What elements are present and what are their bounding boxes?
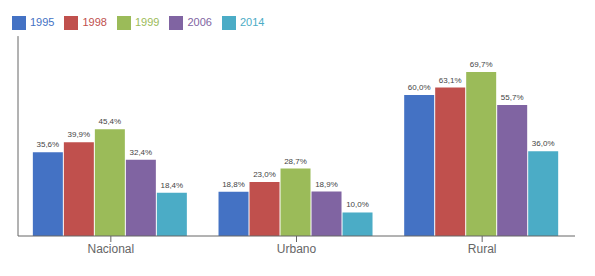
svg-text:45,4%: 45,4%: [99, 117, 122, 126]
svg-text:35,6%: 35,6%: [37, 140, 60, 149]
svg-text:18,4%: 18,4%: [161, 181, 184, 190]
svg-text:28,7%: 28,7%: [284, 157, 307, 166]
svg-text:23,0%: 23,0%: [253, 170, 276, 179]
svg-text:Nacional: Nacional: [87, 242, 134, 256]
svg-text:32,4%: 32,4%: [130, 148, 153, 157]
svg-text:39,9%: 39,9%: [68, 130, 91, 139]
svg-text:60,0%: 60,0%: [408, 83, 431, 92]
svg-text:36,0%: 36,0%: [532, 139, 555, 148]
svg-text:55,7%: 55,7%: [501, 93, 524, 102]
html-text:1999: 1999: [135, 16, 160, 28]
svg-text:18,9%: 18,9%: [315, 180, 338, 189]
svg-text:18,8%: 18,8%: [222, 180, 245, 189]
svg-text:63,1%: 63,1%: [439, 76, 462, 85]
svg-text:Rural: Rural: [468, 242, 497, 256]
html-text:2006: 2006: [187, 16, 212, 28]
html-text:1998: 1998: [82, 16, 107, 28]
svg-text:69,7%: 69,7%: [470, 60, 493, 69]
svg-text:10,0%: 10,0%: [346, 200, 369, 209]
svg-text:Urbano: Urbano: [277, 242, 317, 256]
html-text:2014: 2014: [239, 16, 265, 28]
html-text:1995: 1995: [30, 16, 55, 28]
